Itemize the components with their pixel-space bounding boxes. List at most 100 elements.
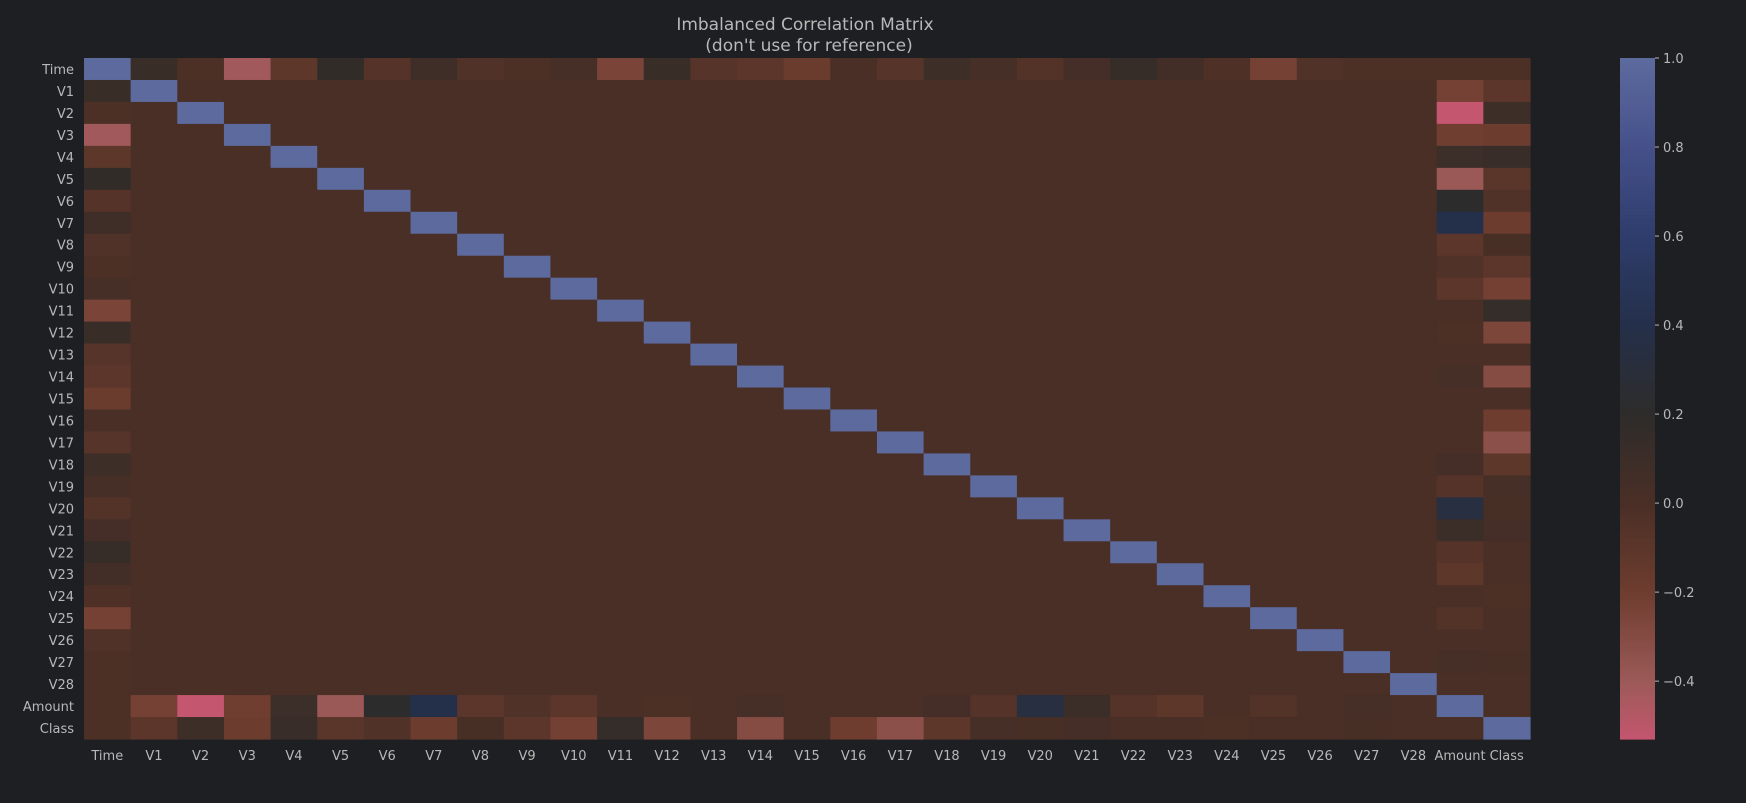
heatmap-cell [363, 277, 412, 301]
heatmap-cell [84, 145, 132, 169]
heatmap-cell [1110, 233, 1158, 257]
heatmap-cell [876, 233, 925, 257]
heatmap-cell [1156, 431, 1205, 455]
colorbar-segment [1620, 636, 1655, 641]
heatmap-cell [363, 211, 412, 235]
heatmap-cell [1250, 233, 1298, 257]
heatmap-cell [550, 101, 598, 125]
heatmap-cell [410, 475, 458, 498]
colorbar-segment [1620, 418, 1655, 423]
heatmap-cell [1343, 563, 1391, 586]
heatmap-cell [1063, 145, 1111, 169]
heatmap-cell [597, 387, 645, 411]
heatmap-cell [84, 585, 132, 608]
colorbar-segment [1620, 517, 1655, 522]
heatmap-cell [1016, 541, 1065, 564]
heatmap-cell [1250, 387, 1298, 411]
heatmap-cell [503, 189, 552, 213]
heatmap-cell [970, 299, 1018, 323]
heatmap-cell [830, 717, 878, 740]
x-tick-label: V23 [1167, 749, 1192, 764]
heatmap-cell [876, 255, 925, 279]
heatmap-cell [550, 387, 598, 411]
heatmap-cell [783, 123, 831, 147]
heatmap-cell [1250, 277, 1298, 301]
heatmap-cell [1110, 629, 1158, 652]
colorbar-segment [1620, 572, 1655, 577]
heatmap-cell [1016, 695, 1065, 718]
heatmap-cell [1436, 387, 1484, 411]
heatmap-cell [1203, 101, 1251, 125]
heatmap-cell [876, 277, 925, 301]
heatmap-cell [876, 585, 925, 608]
heatmap-cell [130, 145, 178, 169]
heatmap-cell [1436, 431, 1484, 455]
heatmap-cell [1390, 145, 1438, 169]
heatmap-cell [84, 607, 132, 630]
heatmap-cell [1156, 299, 1205, 323]
heatmap-cell [1156, 409, 1205, 433]
heatmap-cell [223, 519, 272, 542]
heatmap-cell [830, 563, 878, 586]
heatmap-cell [1016, 211, 1065, 235]
colorbar-segment [1620, 211, 1655, 216]
heatmap-cell [1110, 519, 1158, 542]
heatmap-cell [1390, 453, 1438, 476]
heatmap-cell [737, 145, 785, 169]
colorbar-segment [1620, 115, 1655, 120]
heatmap-cell [643, 607, 691, 630]
colorbar-segment [1620, 435, 1655, 440]
heatmap-cell [1063, 233, 1111, 257]
colorbar-tick-label: 0.6 [1663, 230, 1684, 245]
heatmap-cell [223, 321, 272, 345]
heatmap-cell [1296, 695, 1345, 718]
heatmap-cell [363, 409, 412, 433]
heatmap-cell [1156, 695, 1205, 718]
heatmap-cell [1016, 673, 1065, 696]
heatmap-cell [970, 211, 1018, 235]
colorbar-segment [1620, 449, 1655, 454]
heatmap-cell [270, 387, 318, 411]
heatmap-cell [970, 365, 1018, 389]
heatmap-cell [223, 145, 272, 169]
heatmap-cell [130, 563, 178, 586]
heatmap-cell [130, 167, 178, 191]
heatmap-cell [503, 255, 552, 279]
x-tick-label: V12 [654, 749, 679, 764]
heatmap-cell [223, 563, 272, 586]
heatmap-cell [410, 607, 458, 630]
heatmap-cell [177, 299, 225, 323]
heatmap-cell [737, 58, 785, 81]
heatmap-cell [1483, 58, 1531, 81]
heatmap-cell [923, 585, 971, 608]
heatmap-cell [923, 651, 971, 674]
heatmap-cell [177, 453, 225, 476]
heatmap-cell [643, 541, 691, 564]
heatmap-cell [317, 189, 365, 213]
colorbar-segment [1620, 252, 1655, 257]
colorbar-segment [1620, 180, 1655, 185]
colorbar-segment [1620, 619, 1655, 624]
heatmap-cell [1296, 563, 1345, 586]
colorbar-segment [1620, 626, 1655, 631]
heatmap-cell [1203, 717, 1251, 740]
heatmap-cell [130, 79, 178, 103]
heatmap-cell [876, 607, 925, 630]
heatmap-cell [1390, 585, 1438, 608]
y-tick-label: V13 [49, 349, 74, 364]
heatmap-cell [970, 101, 1018, 125]
heatmap-cell [550, 321, 598, 345]
x-tick-label: V21 [1074, 749, 1099, 764]
chart-title: Imbalanced Correlation Matrix [676, 15, 933, 35]
heatmap-cell [84, 387, 132, 411]
heatmap-cell [84, 101, 132, 125]
x-tick-label: V2 [192, 749, 209, 764]
heatmap-cell [1016, 123, 1065, 147]
heatmap-cell [1063, 585, 1111, 608]
heatmap-cell [177, 343, 225, 367]
heatmap-cell [503, 277, 552, 301]
heatmap-cell [1296, 145, 1345, 169]
heatmap-cell [363, 475, 412, 498]
y-tick-label: Amount [23, 700, 74, 715]
heatmap-cell [1110, 607, 1158, 630]
